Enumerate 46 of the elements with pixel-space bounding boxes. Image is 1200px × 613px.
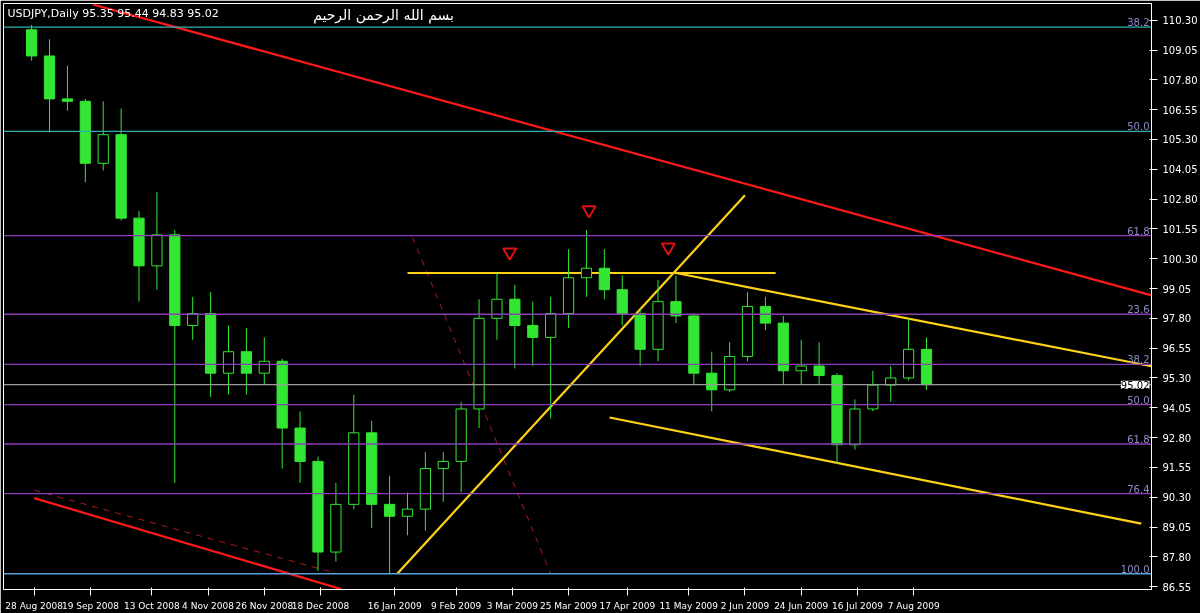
y-tick-label: 86.55 — [1162, 581, 1192, 593]
annotation: 38.2 — [1127, 17, 1150, 29]
annotation: 61.8 — [1127, 434, 1150, 446]
y-tick-label: 91.55 — [1162, 462, 1192, 474]
x-tick-label: 24 Jun 2009 — [774, 600, 829, 611]
y-tick-label: 92.80 — [1162, 432, 1192, 444]
y-tick-label: 104.05 — [1162, 164, 1198, 176]
x-tick-label: 25 Mar 2009 — [540, 600, 598, 611]
chart-subtitle: بسم الله الرحمن الرحيم — [313, 6, 454, 24]
x-tick-label: 16 Jan 2009 — [367, 600, 422, 611]
y-tick-label: 99.05 — [1162, 283, 1192, 295]
y-tick-label: 109.05 — [1162, 45, 1198, 57]
x-tick-label: 7 Aug 2009 — [887, 600, 940, 611]
y-tick-label: 97.80 — [1162, 313, 1192, 325]
x-tick-label: 26 Nov 2008 — [235, 600, 294, 611]
annotation: 61.8 — [1127, 225, 1150, 237]
x-tick-label: 28 Aug 2008 — [5, 600, 64, 611]
y-tick-label: 89.05 — [1162, 522, 1192, 534]
annotation: 50.0 — [1127, 121, 1150, 133]
y-tick-label: 106.55 — [1162, 104, 1198, 116]
x-tick-label: 18 Dec 2008 — [291, 600, 350, 611]
y-tick-label: 87.80 — [1162, 551, 1192, 563]
y-tick-label: 102.80 — [1162, 194, 1198, 206]
y-tick-label: 96.55 — [1162, 343, 1192, 355]
annotation: 23.6 — [1127, 304, 1150, 316]
y-tick-label: 94.05 — [1162, 402, 1192, 414]
annotation: 50.0 — [1127, 394, 1150, 406]
y-tick-label: 100.30 — [1162, 253, 1198, 265]
y-tick-label: 110.30 — [1162, 15, 1198, 27]
x-tick-label: 2 Jun 2009 — [720, 600, 770, 611]
x-tick-label: 11 May 2009 — [659, 600, 719, 611]
x-tick-label: 9 Feb 2009 — [430, 600, 482, 611]
x-tick-label: 4 Nov 2008 — [182, 600, 235, 611]
x-tick-label: 3 Mar 2009 — [486, 600, 539, 611]
annotation: 38.2 — [1127, 354, 1150, 366]
ref-line-label: 95.02 — [1120, 379, 1150, 391]
annotation: 100.0 — [1120, 563, 1150, 575]
y-tick-label: 107.80 — [1162, 74, 1198, 86]
annotation: 76.4 — [1127, 483, 1150, 495]
x-tick-label: 17 Apr 2009 — [599, 600, 656, 611]
x-tick-label: 13 Oct 2008 — [123, 600, 180, 611]
y-tick-label: 95.30 — [1162, 372, 1192, 384]
y-tick-label: 105.30 — [1162, 134, 1198, 146]
y-tick-label: 101.55 — [1162, 223, 1198, 235]
y-tick-label: 90.30 — [1162, 492, 1192, 504]
x-tick-label: 16 Jul 2009 — [832, 600, 884, 611]
